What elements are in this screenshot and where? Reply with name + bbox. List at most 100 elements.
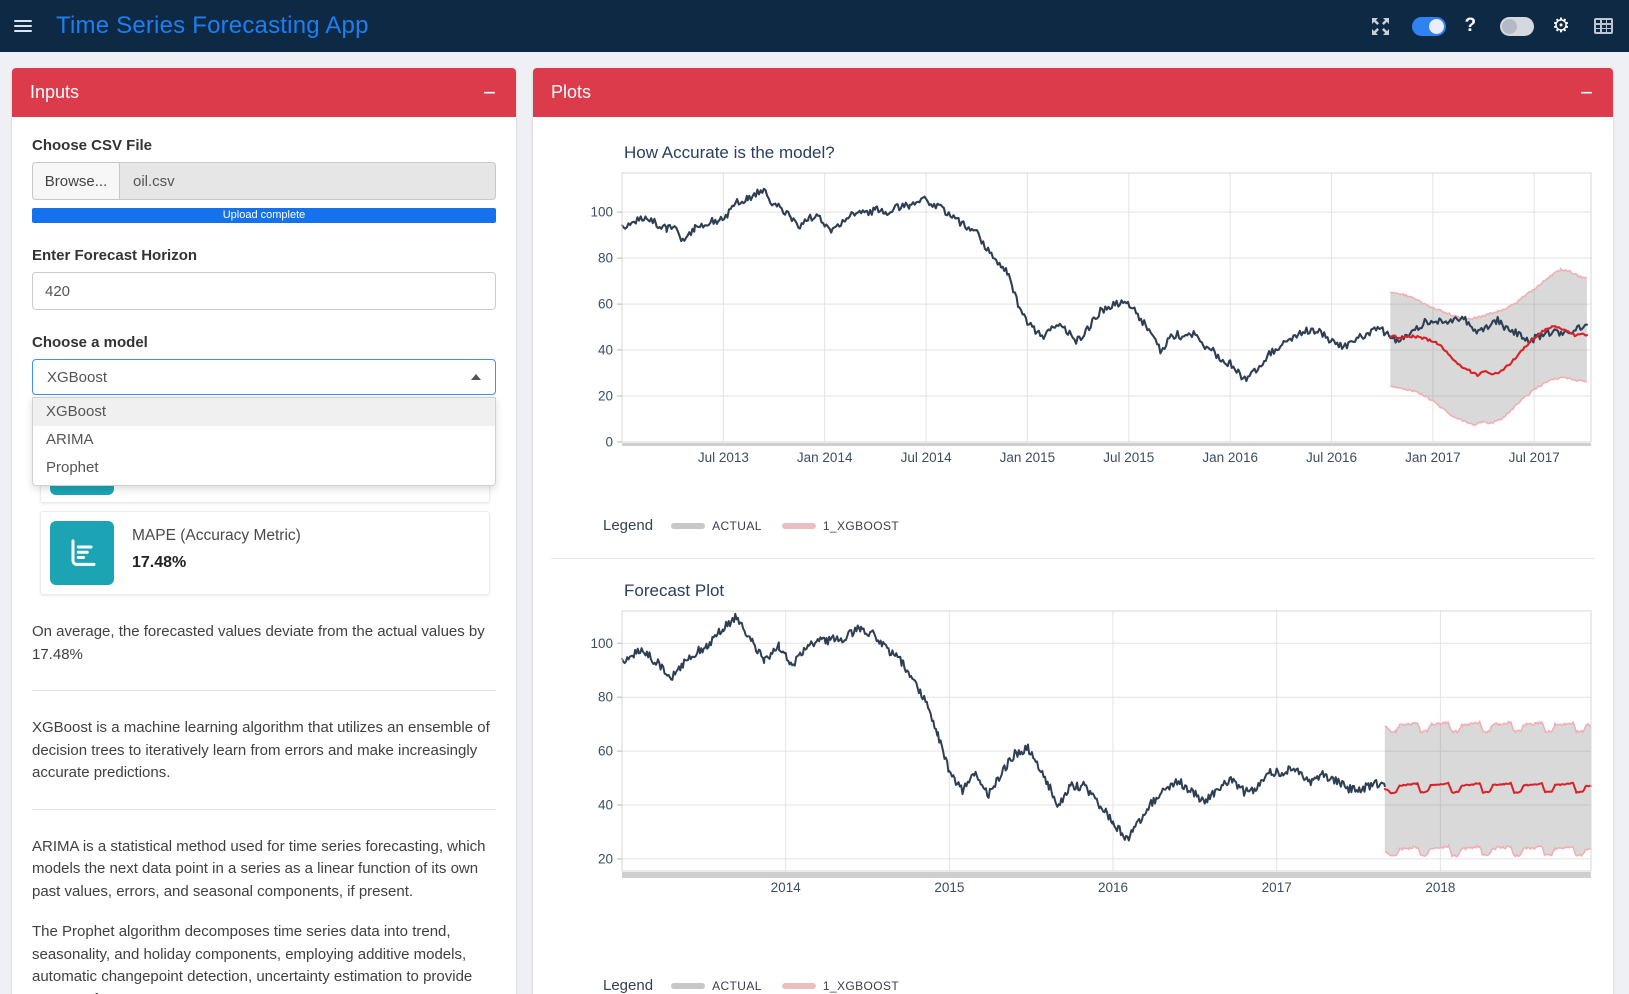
confidence-interval: [1384, 721, 1591, 857]
series-actual: [620, 187, 1588, 383]
plots-panel-title: Plots: [551, 82, 592, 102]
svg-text:60: 60: [598, 744, 613, 759]
inputs-panel-title: Inputs: [30, 82, 80, 102]
svg-text:80: 80: [598, 251, 613, 266]
divider: [32, 808, 496, 810]
model-dropdown: XGBoost ARIMA Prophet: [32, 397, 496, 486]
app-title: Time Series Forecasting App: [56, 12, 369, 39]
collapse-icon[interactable]: −: [483, 79, 496, 105]
svg-text:20: 20: [598, 389, 613, 404]
horizon-input[interactable]: [32, 272, 496, 310]
forecast-chart-title: Forecast Plot: [624, 581, 725, 600]
legend-item-label: 1_XGBOOST: [822, 518, 900, 533]
accuracy-chart[interactable]: 0 20 40 60 80 100 Jul 2013 Jan 2014 Jul 2014 Jan …: [551, 165, 1595, 469]
svg-text:40: 40: [598, 343, 613, 358]
legend-item-label: ACTUAL: [712, 978, 762, 993]
browse-button[interactable]: Browse...: [32, 162, 120, 200]
legend-swatch: [781, 522, 816, 529]
model-option-arima[interactable]: ARIMA: [46, 431, 94, 448]
file-name-field[interactable]: oil.csv: [120, 162, 496, 200]
svg-text:Jul 2015: Jul 2015: [1103, 450, 1154, 465]
svg-text:2017: 2017: [1262, 880, 1292, 895]
main-content: Inputs − Choose CSV File Browse... oil.c…: [0, 52, 1629, 994]
model-select-value: XGBoost: [47, 368, 108, 386]
mape-card-title: MAPE (Accuracy Metric): [132, 527, 301, 544]
file-input-group: Browse... oil.csv: [32, 162, 496, 200]
svg-text:0: 0: [605, 435, 613, 450]
chevron-up-icon: [471, 374, 481, 380]
legend-label: Legend: [603, 977, 654, 994]
mape-card: MAPE (Accuracy Metric) 17.48%: [40, 511, 490, 595]
svg-text:100: 100: [590, 636, 613, 651]
svg-text:20: 20: [598, 851, 613, 866]
svg-text:Jan 2015: Jan 2015: [1000, 450, 1056, 465]
arima-description: ARIMA is a statistical method used for t…: [32, 837, 486, 900]
legend-swatch: [781, 982, 816, 989]
legend-swatch: [671, 982, 706, 989]
svg-text:Jan 2014: Jan 2014: [797, 450, 853, 465]
upload-progress-bar: Upload complete: [32, 208, 496, 223]
legend-item-1_xgboost[interactable]: 1_XGBOOST: [781, 518, 900, 533]
mape-card-value: 17.48%: [132, 554, 187, 571]
inputs-panel: Inputs − Choose CSV File Browse... oil.c…: [12, 68, 516, 994]
plots-panel-body: How Accurate is the model? 0 20 40 60 80 100 J…: [533, 117, 1613, 994]
legend-item-1_xgboost[interactable]: 1_XGBOOST: [781, 978, 900, 993]
svg-text:2014: 2014: [771, 880, 802, 895]
svg-text:Jan 2017: Jan 2017: [1405, 450, 1461, 465]
legend-item-actual[interactable]: ACTUAL: [671, 519, 762, 533]
legend-item-label: ACTUAL: [712, 518, 762, 533]
gear-icon[interactable]: ⚙: [1552, 15, 1570, 37]
svg-text:Jul 2013: Jul 2013: [698, 450, 749, 465]
legend-item-label: 1_XGBOOST: [822, 978, 900, 993]
model-select-wrap: XGBoost XGBoost ARIMA Prophet: [32, 359, 496, 486]
top-navbar: Time Series Forecasting App ? ⚙: [0, 0, 1629, 52]
forecast-chart[interactable]: 20 40 60 80 100 2014 2015 2016 2017 2018: [551, 603, 1595, 903]
xgboost-description: XGBoost is a machine learning algorithm …: [32, 719, 490, 781]
prophet-description: The Prophet algorithm decomposes time se…: [32, 923, 473, 994]
legend-label: Legend: [603, 517, 654, 534]
plots-panel-header: Plots −: [533, 68, 1613, 117]
svg-text:60: 60: [598, 297, 613, 312]
grid-icon[interactable]: [1594, 18, 1613, 34]
accuracy-chart-legend: Legend ACTUAL 1_XGBOOST: [603, 517, 1595, 534]
navbar-actions: ? ⚙: [1371, 15, 1613, 37]
model-option-prophet[interactable]: Prophet: [46, 459, 99, 476]
mape-card-text: MAPE (Accuracy Metric) 17.48%: [114, 521, 301, 585]
divider: [32, 690, 496, 691]
svg-text:80: 80: [598, 690, 613, 705]
inputs-panel-header: Inputs −: [12, 68, 516, 117]
series-1_xgboost: [1389, 325, 1588, 378]
legend-item-actual[interactable]: ACTUAL: [671, 979, 762, 993]
expand-arrows-icon[interactable]: [1371, 17, 1390, 36]
plots-divider: [551, 558, 1595, 559]
accuracy-chart-title: How Accurate is the model?: [624, 143, 835, 162]
model-label: Choose a model: [32, 334, 148, 351]
svg-text:2018: 2018: [1425, 880, 1455, 895]
inputs-panel-body: Choose CSV File Browse... oil.csv Upload…: [12, 117, 516, 994]
legend-swatch: [671, 522, 706, 529]
svg-text:100: 100: [590, 205, 613, 220]
sidebar-toggle-icon[interactable]: [14, 13, 40, 39]
horizon-label: Enter Forecast Horizon: [32, 247, 198, 264]
svg-text:2016: 2016: [1098, 880, 1128, 895]
svg-text:2015: 2015: [934, 880, 964, 895]
series-1_xgboost: [1383, 781, 1592, 795]
confidence-interval: [1390, 268, 1587, 426]
svg-text:Jul 2016: Jul 2016: [1306, 450, 1357, 465]
series-actual: [621, 612, 1386, 842]
plots-panel: Plots − How Accurate is the model? 0 20 40…: [533, 68, 1613, 994]
option-toggle-off[interactable]: [1500, 16, 1535, 36]
svg-text:Jan 2016: Jan 2016: [1202, 450, 1258, 465]
bar-chart-icon: [50, 521, 114, 585]
svg-text:40: 40: [598, 798, 613, 813]
file-input-label: Choose CSV File: [32, 137, 153, 154]
model-option-xgboost[interactable]: XGBoost: [33, 398, 495, 426]
svg-text:Jul 2017: Jul 2017: [1509, 450, 1560, 465]
theme-toggle-on[interactable]: [1412, 16, 1447, 36]
svg-text:Jul 2014: Jul 2014: [901, 450, 953, 465]
mape-note: On average, the forecasted values deviat…: [32, 623, 485, 663]
collapse-icon[interactable]: −: [1580, 79, 1593, 105]
model-select[interactable]: XGBoost: [32, 359, 496, 395]
forecast-chart-legend: Legend ACTUAL 1_XGBOOST: [603, 977, 1595, 994]
help-icon[interactable]: ?: [1464, 15, 1477, 36]
